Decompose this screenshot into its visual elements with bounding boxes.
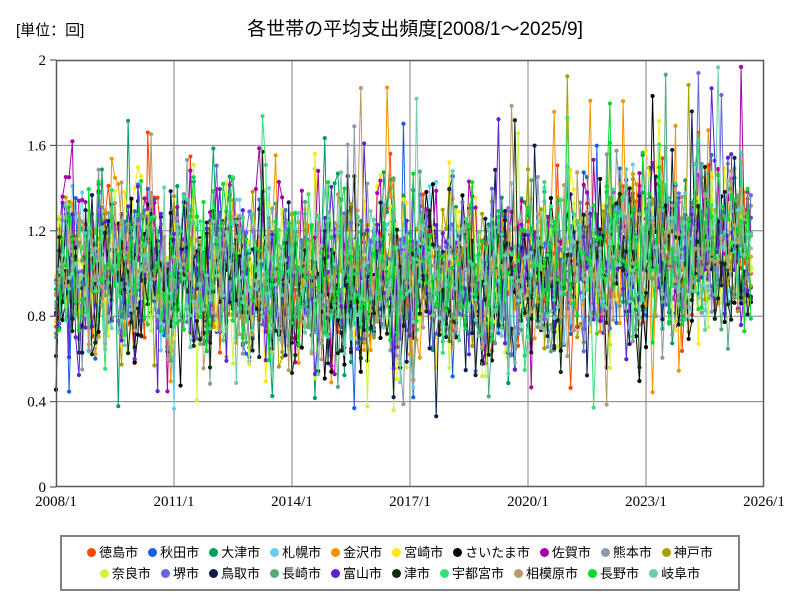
legend-row-2: 奈良市 堺市 鳥取市 長崎市 富山市 津市 宇都宮市 相模原市 長野市 岐阜市 xyxy=(66,563,734,584)
legend-item-label: 宮崎市 xyxy=(404,545,444,560)
legend-marker-icon xyxy=(208,569,218,578)
legend-item-label: 津市 xyxy=(404,566,431,581)
x-axis-tick-label: 2017/1 xyxy=(389,494,431,510)
legend-item-label: 熊本市 xyxy=(612,545,652,560)
legend-item-鳥取市[interactable]: 鳥取市 xyxy=(208,566,260,581)
x-axis-tick-label: 2026/1 xyxy=(743,494,785,510)
legend-item-金沢市[interactable]: 金沢市 xyxy=(331,546,382,559)
legend-item-label: 鳥取市 xyxy=(220,566,260,581)
legend-item-label: 札幌市 xyxy=(282,545,322,560)
legend-marker-icon xyxy=(148,548,158,557)
legend-marker-icon xyxy=(453,548,463,557)
series-岐阜市 xyxy=(53,65,753,385)
page-title: 各世帯の平均支出頻度[2008/1～2025/9] xyxy=(247,19,583,40)
legend-item-label: 神戸市 xyxy=(673,545,713,560)
legend-item-label: 長野市 xyxy=(600,566,640,581)
legend-marker-icon xyxy=(99,569,109,578)
x-axis-tick-label: 2011/1 xyxy=(153,494,194,510)
legend-item-相模原市[interactable]: 相模原市 xyxy=(514,567,578,580)
legend-item-岐阜市[interactable]: 岐阜市 xyxy=(649,567,700,580)
y-axis-tick-label: 0.8 xyxy=(27,309,46,325)
legend-item-神戸市[interactable]: 神戸市 xyxy=(661,545,713,560)
legend-marker-icon xyxy=(87,548,97,557)
y-axis-tick-label: 1.6 xyxy=(27,138,46,154)
legend-marker-icon xyxy=(269,569,279,578)
legend-item-長崎市[interactable]: 長崎市 xyxy=(269,566,321,581)
legend-item-label: 秋田市 xyxy=(160,545,200,560)
x-axis-tick-label: 2014/1 xyxy=(271,494,313,510)
legend-marker-icon xyxy=(514,569,524,578)
legend-marker-icon xyxy=(649,569,659,578)
legend-item-長野市[interactable]: 長野市 xyxy=(588,567,639,580)
legend-item-秋田市[interactable]: 秋田市 xyxy=(148,546,199,559)
legend-marker-icon xyxy=(392,569,401,578)
legend-item-label: 大津市 xyxy=(221,545,261,560)
unit-label: [単位：回] xyxy=(16,22,85,39)
legend-item-label: さいたま市 xyxy=(465,545,530,560)
legend-item-富山市[interactable]: 富山市 xyxy=(330,566,382,581)
legend-item-津市[interactable]: 津市 xyxy=(392,567,430,580)
line-chart-plot: 0 0.4 0.8 1.2 1.6 2 2008/1 2011/1 2014/1 2017/1 20… xyxy=(27,53,785,510)
x-axis-tick-label: 2020/1 xyxy=(507,494,549,510)
x-axis-tick-label: 2023/1 xyxy=(625,494,667,510)
legend-item-堺市[interactable]: 堺市 xyxy=(160,566,199,581)
legend-marker-icon xyxy=(270,548,280,557)
legend-marker-icon xyxy=(600,548,610,557)
legend-marker-icon xyxy=(392,548,402,557)
legend-item-徳島市[interactable]: 徳島市 xyxy=(87,546,138,559)
legend-marker-icon xyxy=(661,548,671,557)
legend-marker-icon xyxy=(440,569,450,578)
legend-item-label: 佐賀市 xyxy=(551,545,591,560)
legend-item-label: 金沢市 xyxy=(343,545,383,560)
legend-item-label: 長崎市 xyxy=(281,566,321,581)
legend-item-熊本市[interactable]: 熊本市 xyxy=(600,545,652,560)
legend-marker-icon xyxy=(539,548,549,557)
legend-item-label: 奈良市 xyxy=(111,566,151,581)
legend-item-大津市[interactable]: 大津市 xyxy=(209,546,260,559)
y-axis-tick-label: 0 xyxy=(39,480,47,496)
legend-marker-icon xyxy=(160,569,170,578)
legend-item-label: 岐阜市 xyxy=(661,566,701,581)
chart-legend: 徳島市 秋田市 大津市 札幌市 金沢市 宮崎市 さいたま市 佐賀市 熊本市 神戸市 奈良市 堺市 鳥取… xyxy=(60,535,740,591)
y-axis-tick-label: 1.2 xyxy=(27,224,46,240)
legend-marker-icon xyxy=(588,569,598,578)
legend-item-さいたま市[interactable]: さいたま市 xyxy=(453,546,530,559)
legend-item-宇都宮市[interactable]: 宇都宮市 xyxy=(440,567,504,580)
legend-item-札幌市[interactable]: 札幌市 xyxy=(270,546,321,559)
legend-item-label: 相模原市 xyxy=(526,566,579,581)
legend-item-宮崎市[interactable]: 宮崎市 xyxy=(392,546,443,559)
y-axis-tick-label: 0.4 xyxy=(27,395,46,411)
legend-item-label: 富山市 xyxy=(342,566,382,581)
y-axis-tick-label: 2 xyxy=(39,53,47,69)
legend-item-label: 徳島市 xyxy=(99,545,139,560)
legend-marker-icon xyxy=(209,548,219,557)
x-axis-tick-label: 2008/1 xyxy=(35,494,77,510)
legend-row-1: 徳島市 秋田市 大津市 札幌市 金沢市 宮崎市 さいたま市 佐賀市 熊本市 神戸市 xyxy=(66,542,734,563)
legend-item-佐賀市[interactable]: 佐賀市 xyxy=(539,545,591,560)
legend-item-label: 宇都宮市 xyxy=(452,566,505,581)
legend-item-label: 堺市 xyxy=(172,566,199,581)
legend-marker-icon xyxy=(330,569,340,578)
legend-marker-icon xyxy=(331,548,341,557)
legend-item-奈良市[interactable]: 奈良市 xyxy=(99,566,151,581)
